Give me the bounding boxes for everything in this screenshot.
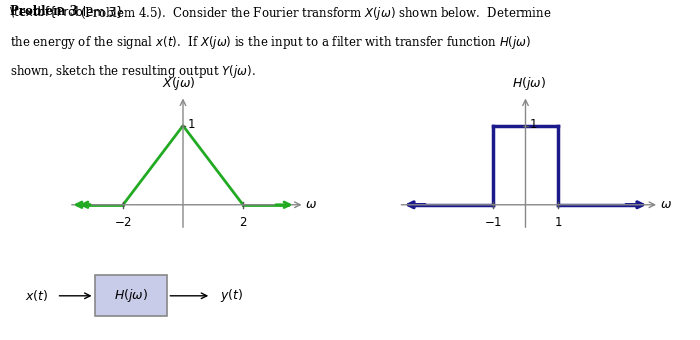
Text: $1$: $1$: [554, 216, 562, 229]
Text: $1$: $1$: [529, 118, 538, 131]
Text: $1$: $1$: [188, 118, 196, 131]
Text: $-1$: $-1$: [484, 216, 502, 229]
Text: $X(j\omega)$: $X(j\omega)$: [162, 75, 195, 92]
Text: the energy of the signal $x(t)$.  If $X(j\omega)$ is the input to a filter with : the energy of the signal $x(t)$. If $X(j…: [10, 34, 532, 51]
FancyBboxPatch shape: [94, 275, 167, 316]
Text: $y(t)$: $y(t)$: [220, 287, 243, 304]
Text: shown, sketch the resulting output $Y(j\omega)$.: shown, sketch the resulting output $Y(j\…: [10, 63, 256, 80]
Text: (Problem 4.5).  Consider the Fourier transform $X(j\omega)$ shown below.  Determ: (Problem 4.5). Consider the Fourier tran…: [80, 5, 552, 22]
Text: $x(t)$: $x(t)$: [25, 288, 48, 303]
Text: $H(j\omega)$: $H(j\omega)$: [114, 287, 148, 304]
Text: $\omega$: $\omega$: [305, 198, 317, 211]
Text: \textbf{Problem 3}: \textbf{Problem 3}: [10, 5, 124, 18]
Text: $\omega$: $\omega$: [660, 198, 672, 211]
Text: $H(j\omega)$: $H(j\omega)$: [512, 75, 547, 92]
Text: $2$: $2$: [239, 216, 247, 229]
Text: Problem 3: Problem 3: [10, 5, 78, 18]
Text: $-2$: $-2$: [114, 216, 132, 229]
